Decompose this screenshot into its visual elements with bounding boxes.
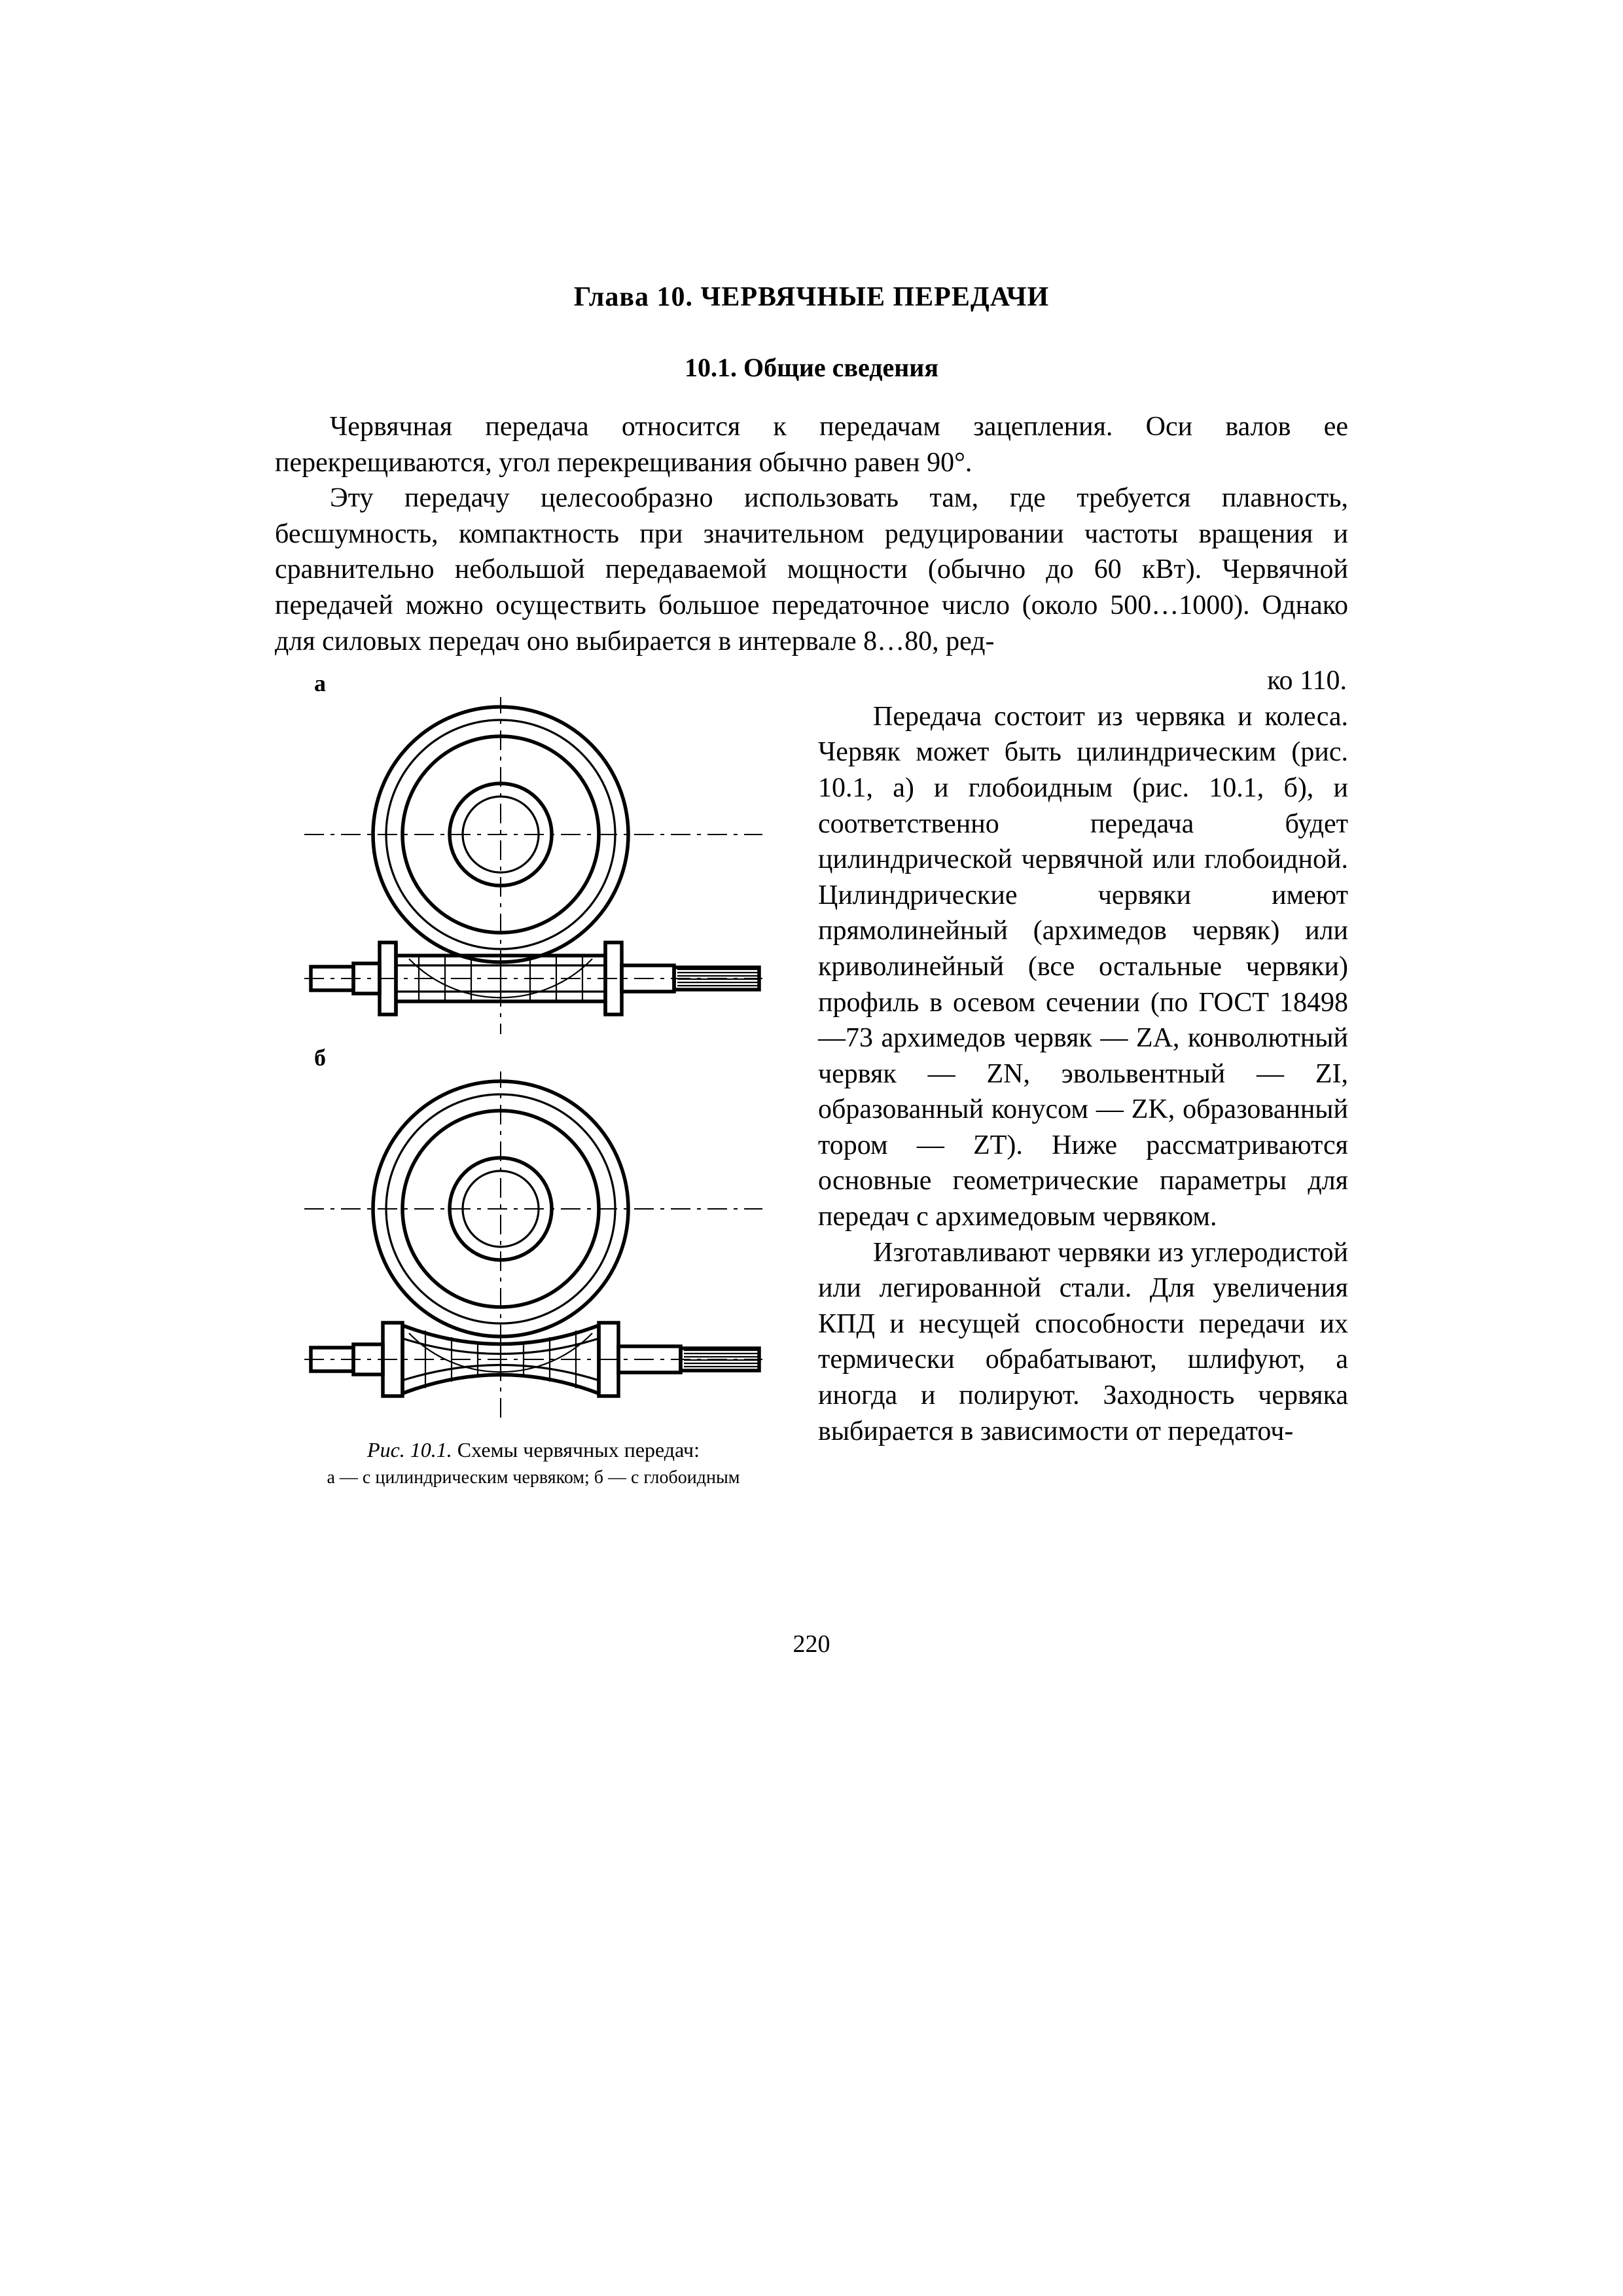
page: Глава 10. ЧЕРВЯЧНЫЕ ПЕРЕДАЧИ 10.1. Общие… [0,0,1623,2296]
figure-caption-sub: а — с цилиндрическим червяком; б — с гло… [327,1467,740,1488]
figure-diagram-b [275,1071,792,1425]
intro-paragraph-2: Эту передачу целесообразно использовать … [275,480,1348,659]
section-title: 10.1. Общие сведения [275,352,1348,383]
figure-caption-text: Схемы червячных передач: [457,1438,700,1462]
chapter-title: Глава 10. ЧЕРВЯЧНЫЕ ПЕРЕДАЧИ [275,281,1348,313]
figure-caption: Рис. 10.1. Схемы червячных передач: а — … [275,1437,792,1489]
figure-label-b: б [314,1044,792,1071]
intro-paragraph-1: Червячная передача относится к передачам… [275,409,1348,480]
two-column-region: а [275,663,1348,1489]
figure-diagram-a [275,697,792,1037]
figure-caption-number: Рис. 10.1. [367,1438,457,1462]
figure-label-a: а [314,670,792,697]
figure-column: а [275,663,792,1489]
page-number: 220 [0,1630,1623,1659]
